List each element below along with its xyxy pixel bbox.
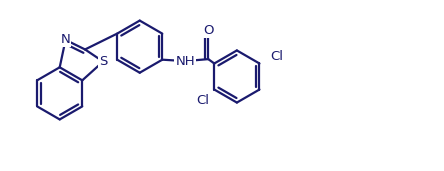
Text: Cl: Cl [196,94,209,107]
Text: S: S [99,55,107,68]
Text: N: N [61,33,71,46]
Text: O: O [203,24,214,37]
Text: Cl: Cl [270,50,283,63]
Text: NH: NH [175,55,195,68]
